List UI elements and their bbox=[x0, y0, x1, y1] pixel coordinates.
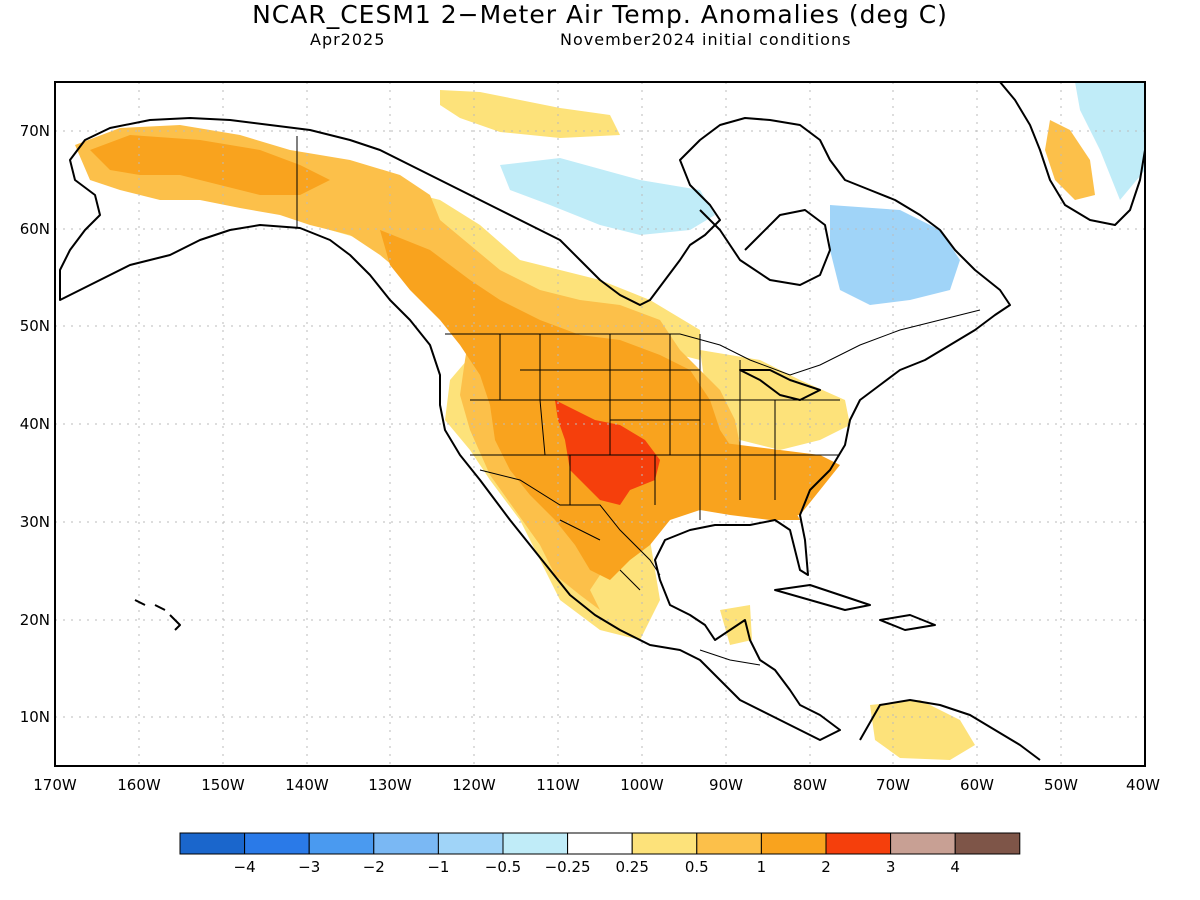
lon-label: 40W bbox=[1126, 776, 1160, 794]
colorbar-swatch bbox=[179, 832, 246, 855]
forecast-month: Apr2025 bbox=[310, 30, 386, 49]
anomaly-area-quebec-cool bbox=[830, 205, 960, 305]
lon-label: 90W bbox=[709, 776, 743, 794]
colorbar-label: 0.5 bbox=[685, 858, 709, 876]
colorbar-swatch bbox=[825, 832, 892, 855]
anomaly-area-central-hot bbox=[90, 135, 330, 195]
anomaly-shading bbox=[75, 82, 1145, 760]
colorbar-label: −4 bbox=[234, 858, 256, 876]
lat-label: 60N bbox=[20, 220, 50, 238]
lon-label: 120W bbox=[452, 776, 496, 794]
graticule bbox=[55, 82, 1145, 766]
lon-label: 130W bbox=[368, 776, 412, 794]
colorbar-label: 4 bbox=[950, 858, 960, 876]
colorbar-label: −3 bbox=[298, 858, 320, 876]
colorbar-label: 3 bbox=[886, 858, 896, 876]
lon-label: 140W bbox=[285, 776, 329, 794]
south-america-coastline bbox=[859, 699, 1041, 761]
lon-label: 110W bbox=[536, 776, 580, 794]
colorbar-label: −1 bbox=[427, 858, 449, 876]
lon-label: 100W bbox=[620, 776, 664, 794]
lon-label: 80W bbox=[793, 776, 827, 794]
colorbar-label: −2 bbox=[363, 858, 385, 876]
lat-label: 40N bbox=[20, 415, 50, 433]
anomaly-area-se-hot bbox=[700, 440, 840, 515]
us-mexico-border bbox=[479, 469, 661, 576]
colorbar: −4 −3 −2 −1 −0.5 −0.25 0.25 0.5 1 2 3 4 bbox=[179, 832, 1021, 876]
lat-label: 70N bbox=[20, 122, 50, 140]
lat-label: 10N bbox=[20, 708, 50, 726]
hawaii bbox=[134, 599, 181, 631]
colorbar-swatch bbox=[760, 832, 827, 855]
anomaly-area-greenland-warm bbox=[1045, 120, 1095, 200]
lat-label: 20N bbox=[20, 611, 50, 629]
colorbar-label: 2 bbox=[821, 858, 831, 876]
colorbar-swatch bbox=[696, 832, 762, 855]
lon-label: 150W bbox=[201, 776, 245, 794]
lon-label: 160W bbox=[117, 776, 161, 794]
colorbar-swatch bbox=[890, 832, 956, 855]
anomaly-area-canada-cool bbox=[500, 158, 715, 235]
lon-label: 60W bbox=[960, 776, 994, 794]
hispaniola bbox=[879, 614, 936, 631]
colorbar-swatch bbox=[954, 832, 1021, 855]
us-state-lines bbox=[470, 334, 840, 520]
latitude-labels: 70N 60N 50N 40N 30N 20N 10N bbox=[20, 122, 50, 726]
lat-label: 50N bbox=[20, 317, 50, 335]
anomaly-area-arctic-mild bbox=[440, 90, 620, 138]
colorbar-swatch bbox=[502, 832, 569, 855]
colorbar-swatch bbox=[567, 832, 633, 855]
colorbar-label: −0.5 bbox=[485, 858, 521, 876]
mexico-state-lines bbox=[559, 519, 761, 666]
map-frame bbox=[54, 81, 1146, 767]
anomaly-area-southwest-hot bbox=[555, 400, 660, 505]
coastlines bbox=[59, 82, 1145, 761]
lon-label: 50W bbox=[1044, 776, 1078, 794]
map-title: NCAR_CESM1 2−Meter Air Temp. Anomalies (… bbox=[252, 0, 948, 29]
colorbar-label: 0.25 bbox=[615, 858, 648, 876]
colorbar-label: −0.25 bbox=[545, 858, 591, 876]
hudson-bay-coastline bbox=[699, 209, 831, 286]
lat-label: 30N bbox=[20, 513, 50, 531]
lon-label: 170W bbox=[33, 776, 77, 794]
anomaly-area-plains-hot bbox=[380, 230, 800, 580]
initial-conditions: November2024 initial conditions bbox=[560, 30, 852, 49]
north-america-coastline bbox=[59, 117, 1011, 741]
us-canada-border bbox=[445, 309, 981, 376]
anomaly-area-sa-mild bbox=[870, 700, 975, 760]
lon-label: 70W bbox=[876, 776, 910, 794]
greenland-coastline bbox=[999, 82, 1145, 226]
colorbar-label: 1 bbox=[757, 858, 767, 876]
anomaly-area-greenland-cool bbox=[1075, 82, 1145, 200]
colorbar-swatch bbox=[437, 832, 504, 855]
colorbar-swatch bbox=[308, 832, 375, 855]
cuba bbox=[774, 584, 871, 611]
longitude-labels: 170W 160W 150W 140W 130W 120W 110W 100W … bbox=[33, 776, 1160, 794]
colorbar-swatch bbox=[373, 832, 439, 855]
great-lakes bbox=[739, 369, 821, 401]
colorbar-swatch bbox=[244, 832, 310, 855]
colorbar-swatch bbox=[631, 832, 698, 855]
borders bbox=[296, 136, 981, 666]
